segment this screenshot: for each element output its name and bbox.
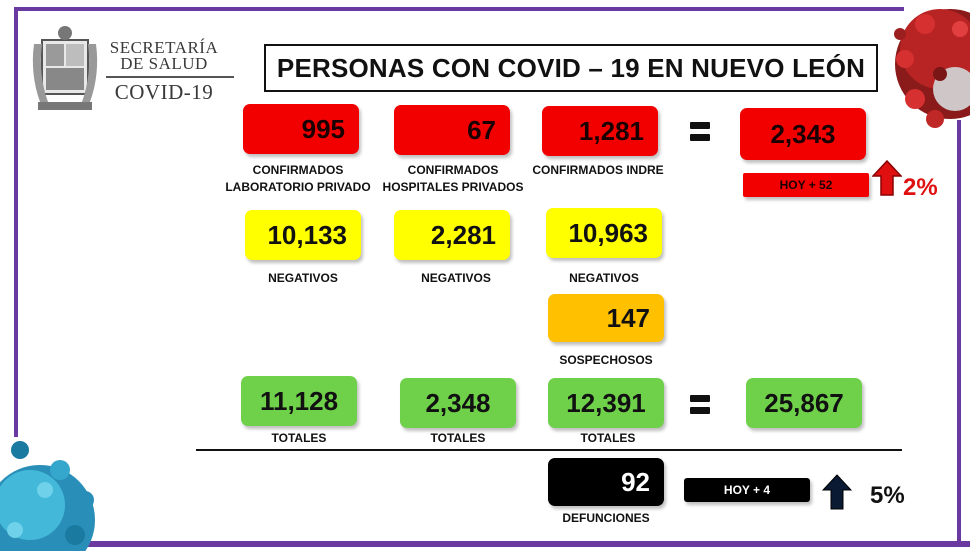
totales-col2-label: TOTALES	[430, 431, 486, 445]
label-line: CONFIRMADOS	[252, 163, 344, 177]
confirmados-hosp-privados-value: 67	[394, 105, 510, 155]
coat-of-arms-logo	[32, 26, 98, 110]
confirmados-hoy-badge: HOY + 52	[743, 173, 869, 197]
sospechosos-value: 147	[548, 294, 664, 342]
label-line: CONFIRMADOS	[407, 163, 499, 177]
negativos-col2-value: 2,281	[394, 210, 510, 260]
sospechosos-label: SOSPECHOSOS	[559, 353, 653, 367]
confirmados-indre-label: CONFIRMADOS INDRE	[532, 163, 664, 177]
label-line: LABORATORIO PRIVADO	[225, 180, 371, 194]
confirmados-total-value: 2,343	[740, 108, 866, 160]
grand-total-value: 25,867	[746, 378, 862, 428]
logo-line-3: COVID-19	[114, 80, 214, 104]
negativos-col1-value: 10,133	[245, 210, 361, 260]
confirmados-percent: 2%	[903, 174, 938, 201]
logo-line-2: DE SALUD	[120, 54, 208, 73]
totales-col1-label: TOTALES	[271, 431, 327, 445]
up-arrow-icon	[822, 474, 852, 510]
negativos-col3-value: 10,963	[546, 208, 662, 258]
negativos-col1-label: NEGATIVOS	[268, 271, 338, 285]
defunciones-label: DEFUNCIONES	[562, 511, 650, 525]
frame-top	[14, 7, 904, 11]
equals-sign-totales	[690, 395, 710, 419]
negativos-col2-label: NEGATIVOS	[421, 271, 491, 285]
frame-left	[14, 7, 18, 437]
defunciones-percent: 5%	[870, 482, 905, 509]
negativos-col3-label: NEGATIVOS	[569, 271, 639, 285]
divider-line	[196, 449, 902, 451]
logo-divider	[106, 76, 234, 78]
page-title: PERSONAS CON COVID – 19 EN NUEVO LEÓN	[264, 44, 878, 92]
frame-bottom	[10, 541, 970, 547]
frame-right	[957, 120, 961, 545]
defunciones-hoy-badge: HOY + 4	[684, 478, 810, 502]
defunciones-value: 92	[548, 458, 664, 506]
confirmados-lab-privado-value: 995	[243, 104, 359, 154]
confirmados-indre-value: 1,281	[542, 106, 658, 156]
confirmados-lab-privado-label: CONFIRMADOS LABORATORIO PRIVADO	[222, 162, 374, 196]
totales-col3-label: TOTALES	[580, 431, 636, 445]
totales-col2-value: 2,348	[400, 378, 516, 428]
totales-col3-value: 12,391	[548, 378, 664, 428]
confirmados-hosp-privados-label: CONFIRMADOS HOSPITALES PRIVADOS	[380, 162, 526, 196]
label-line: HOSPITALES PRIVADOS	[382, 180, 524, 194]
up-arrow-icon	[872, 160, 902, 196]
virus-image-bottom-left	[0, 441, 95, 551]
virus-image-top-right	[894, 9, 970, 128]
equals-sign-confirmados	[690, 122, 710, 146]
totales-col1-value: 11,128	[241, 376, 357, 426]
logo-line-1: SECRETARÍA	[109, 38, 219, 57]
